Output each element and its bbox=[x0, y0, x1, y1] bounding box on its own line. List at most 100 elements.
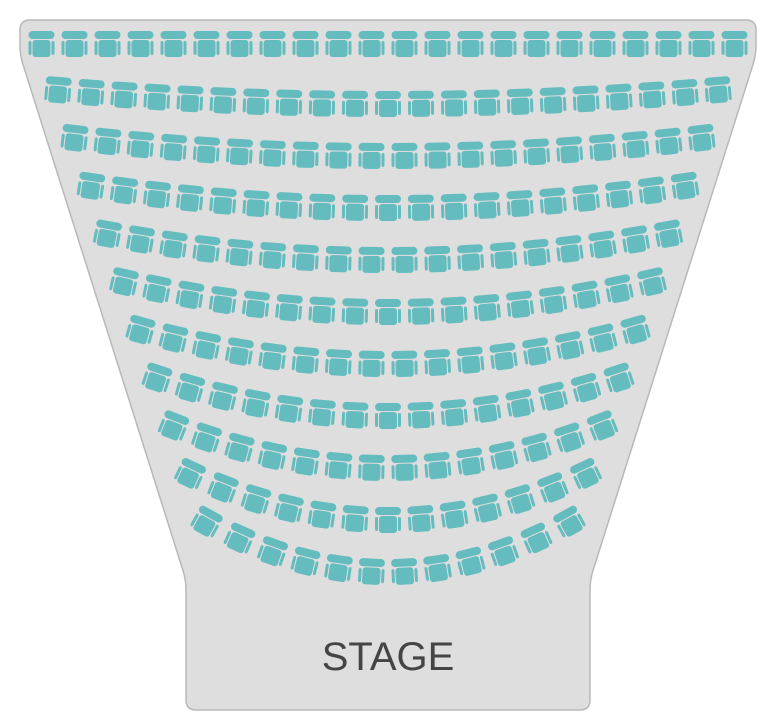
seat-cushion bbox=[261, 450, 282, 470]
seat-arm bbox=[398, 205, 401, 219]
seat-cushion bbox=[395, 360, 413, 377]
seat-cushion bbox=[494, 251, 513, 269]
seat-arm bbox=[391, 153, 394, 167]
seat-back bbox=[605, 83, 631, 93]
seat-back bbox=[359, 351, 385, 359]
seat-cushion bbox=[229, 248, 249, 267]
seat-back bbox=[342, 402, 368, 411]
seat-arm bbox=[266, 99, 269, 113]
seat-back bbox=[359, 558, 385, 567]
seat-arm bbox=[722, 41, 725, 55]
seat-back bbox=[441, 90, 467, 98]
seat-arm bbox=[408, 309, 411, 323]
seat-back bbox=[260, 140, 286, 149]
seat-arm bbox=[391, 257, 394, 271]
seat-cushion bbox=[346, 307, 364, 325]
seat-cushion bbox=[296, 253, 315, 271]
seat-back bbox=[342, 298, 368, 307]
seat-cushion bbox=[428, 255, 447, 273]
seat-cushion bbox=[461, 355, 480, 374]
seat-back bbox=[491, 31, 517, 39]
seat-cushion bbox=[180, 193, 200, 212]
seat-arm bbox=[309, 203, 312, 217]
seat-cushion bbox=[328, 461, 347, 480]
seat-arm bbox=[689, 41, 692, 55]
seat-cushion bbox=[146, 283, 167, 303]
seat-arm bbox=[260, 41, 263, 55]
seat-cushion bbox=[692, 133, 712, 152]
seat-back bbox=[441, 193, 467, 202]
seat-back bbox=[144, 83, 170, 93]
seat-back bbox=[424, 142, 450, 150]
seat-cushion bbox=[626, 234, 647, 254]
seat-cushion bbox=[213, 96, 232, 114]
seat-back bbox=[293, 31, 319, 39]
seat-cushion bbox=[346, 100, 364, 117]
seat-back bbox=[524, 31, 550, 39]
seat-cushion bbox=[593, 240, 613, 259]
seat-cushion bbox=[510, 398, 531, 418]
seat-back bbox=[539, 87, 565, 96]
seat-cushion bbox=[313, 99, 331, 116]
seat-cushion bbox=[132, 40, 150, 57]
seat-cushion bbox=[362, 152, 380, 169]
seat-arm bbox=[375, 309, 378, 323]
seat-cushion bbox=[297, 40, 315, 57]
seat-back bbox=[408, 195, 434, 203]
seat-arm bbox=[408, 205, 411, 219]
seat-cushion bbox=[328, 563, 348, 582]
seat-back bbox=[29, 31, 55, 39]
seat-cushion bbox=[345, 514, 364, 532]
seat-arm bbox=[375, 413, 378, 427]
seat-cushion bbox=[195, 340, 216, 360]
seat-cushion bbox=[478, 404, 498, 423]
seat-back bbox=[440, 296, 466, 305]
seat-back bbox=[326, 31, 352, 39]
seat-cushion bbox=[197, 145, 216, 163]
seat-arm bbox=[95, 41, 98, 55]
seat-cushion bbox=[494, 450, 515, 470]
seat-back bbox=[557, 31, 583, 39]
seat-arm bbox=[712, 41, 715, 55]
seat-cushion bbox=[296, 150, 315, 168]
seat-cushion bbox=[544, 196, 563, 214]
seat-cushion bbox=[179, 290, 200, 310]
seat-arm bbox=[375, 517, 378, 531]
seat-back bbox=[227, 31, 253, 39]
seat-cushion bbox=[428, 461, 447, 480]
seat-cushion bbox=[609, 283, 630, 303]
seat-cushion bbox=[610, 93, 629, 111]
seat-cushion bbox=[165, 40, 183, 57]
seat-cushion bbox=[295, 355, 314, 374]
seat-cushion bbox=[395, 256, 413, 273]
seat-cushion bbox=[230, 147, 249, 165]
seat-back bbox=[375, 299, 401, 307]
seat-cushion bbox=[428, 358, 447, 376]
seat-arm bbox=[375, 101, 378, 115]
seat-arm bbox=[342, 205, 345, 219]
seat-back bbox=[276, 192, 302, 201]
seat-cushion bbox=[445, 99, 463, 116]
seat-cushion bbox=[709, 85, 728, 103]
seat-back bbox=[293, 141, 319, 150]
seat-arm bbox=[441, 101, 444, 115]
seat-cushion bbox=[246, 300, 266, 319]
seat-cushion bbox=[560, 244, 580, 263]
seat-back bbox=[722, 31, 748, 39]
seat-back bbox=[309, 90, 335, 98]
seat-cushion bbox=[429, 40, 447, 57]
seat-cushion bbox=[560, 145, 579, 163]
seat-cushion bbox=[213, 196, 232, 214]
seat-back bbox=[194, 31, 220, 39]
seat-arm bbox=[646, 41, 649, 55]
seat-cushion bbox=[511, 97, 530, 115]
seat-cushion bbox=[147, 93, 166, 111]
seat-arm bbox=[282, 151, 286, 165]
seat-arm bbox=[381, 153, 384, 167]
seat-cushion bbox=[461, 253, 480, 271]
seat-cushion bbox=[362, 360, 380, 377]
seat-arm bbox=[325, 256, 328, 270]
seat-arm bbox=[184, 41, 187, 55]
seat-cushion bbox=[147, 190, 167, 209]
seat-cushion bbox=[164, 143, 183, 161]
